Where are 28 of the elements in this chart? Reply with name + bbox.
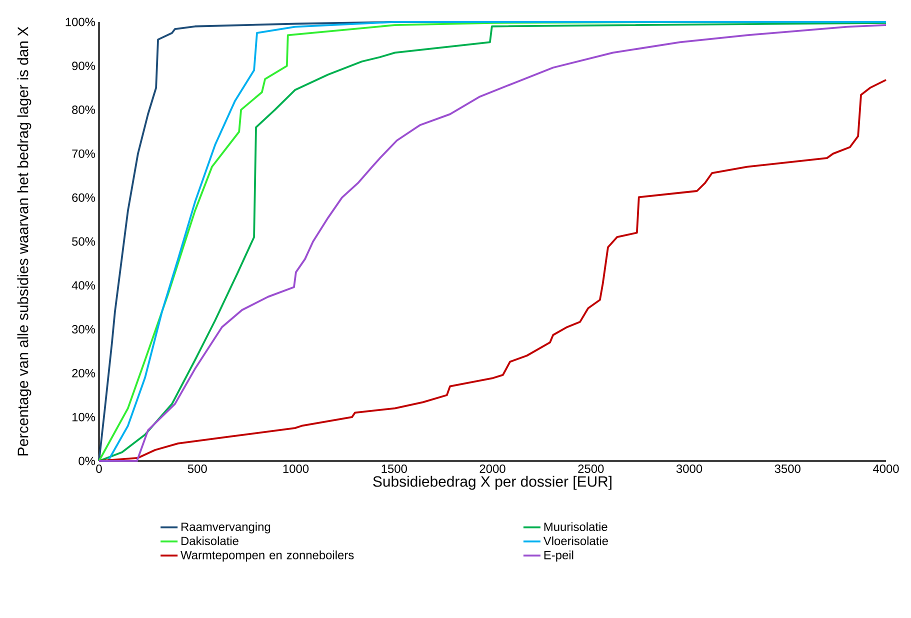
legend-label: Dakisolatie [181,536,238,546]
y-tick-label: 70% [72,149,96,158]
x-axis-title: Subsidiebedrag X per dossier [EUR] [373,476,612,490]
x-tick-label: 1000 [283,464,309,473]
y-axis-title: Percentage van alle subsidies waarvan het bedrag lager is dan X [17,26,32,456]
legend-label: Warmtepompen en zonneboilers [180,550,354,562]
y-tick-label: 10% [72,412,96,422]
x-tick-label: 3000 [676,464,702,473]
y-tick-label: 60% [72,193,96,202]
y-tick-label: 100% [66,18,96,26]
y-tick-label: 80% [72,106,96,114]
x-tick-label: 2500 [578,464,604,473]
y-tick-label: 50% [72,237,96,246]
x-tick-label: 0 [96,464,102,473]
legend-label: E-peil [544,550,574,562]
legend-label: Muurisolatie [544,522,608,532]
legend-label: Vloerisolatie [543,536,608,546]
y-tick-label: 40% [72,281,96,290]
legend-label: Raamvervanging [181,522,270,534]
y-tick-label: 30% [72,325,96,334]
y-tick-label: 0% [78,456,96,466]
y-tick-label: 20% [72,368,96,378]
x-tick-label: 4000 [872,464,899,473]
x-tick-label: 2000 [480,464,506,473]
x-tick-label: 1500 [382,464,407,473]
x-tick-label: 500 [188,464,207,473]
y-tick-label: 90% [72,62,96,70]
x-tick-label: 3500 [774,464,800,473]
